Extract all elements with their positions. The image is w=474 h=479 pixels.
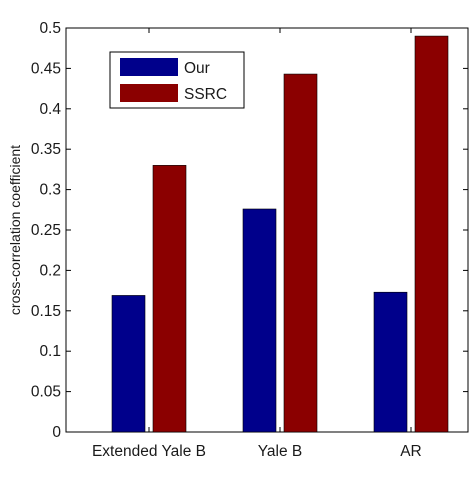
bar-ssrc-yale-b	[283, 73, 318, 433]
y-tick-label: 0.1	[39, 343, 61, 360]
y-axis: 0 0.05 0.1 0.15 0.2 0.25 0.3 0.35 0.4 0.45 0.5	[31, 20, 468, 441]
x-tick-label: Yale B	[258, 443, 303, 460]
y-tick-label: 0	[52, 424, 61, 441]
legend: Our SSRC	[109, 51, 245, 109]
y-tick-label: 0.05	[31, 384, 61, 401]
bar-our-extended-yale-b	[111, 295, 146, 433]
x-tick-label: Extended Yale B	[92, 443, 206, 460]
y-tick-label: 0.45	[31, 60, 61, 77]
bars-layer	[111, 35, 449, 433]
bar-ssrc-ar	[414, 35, 449, 433]
y-tick-label: 0.4	[39, 101, 61, 118]
legend-label-our: Our	[184, 60, 210, 77]
y-tick-label: 0.15	[31, 303, 61, 320]
y-tick-label: 0.2	[39, 262, 61, 279]
y-axis-title: cross-correlation coefficient	[7, 145, 23, 315]
y-tick-label: 0.35	[31, 141, 61, 158]
y-tick-label: 0.5	[39, 20, 61, 37]
y-tick-label: 0.3	[39, 182, 61, 199]
y-tick-label: 0.25	[31, 222, 61, 239]
legend-label-ssrc: SSRC	[184, 86, 227, 103]
bar-ssrc-extended-yale-b	[152, 165, 187, 433]
legend-swatch-ssrc	[120, 84, 178, 102]
bar-our-ar	[373, 291, 408, 433]
legend-swatch-our	[120, 58, 178, 76]
x-tick-label: AR	[400, 443, 422, 460]
bar-our-yale-b	[242, 208, 277, 433]
x-axis: Extended Yale B Yale B AR	[92, 28, 422, 460]
